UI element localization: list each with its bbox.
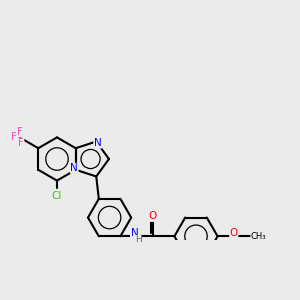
Text: F: F	[17, 127, 22, 137]
Text: O: O	[149, 212, 157, 221]
Text: H: H	[135, 236, 141, 244]
Text: CH₃: CH₃	[251, 232, 266, 241]
Text: Cl: Cl	[52, 191, 62, 201]
Text: F: F	[11, 132, 16, 142]
Text: N: N	[70, 163, 78, 173]
Text: F: F	[18, 138, 24, 148]
Text: N: N	[94, 138, 102, 148]
Text: N: N	[130, 228, 138, 238]
Text: O: O	[230, 228, 238, 238]
